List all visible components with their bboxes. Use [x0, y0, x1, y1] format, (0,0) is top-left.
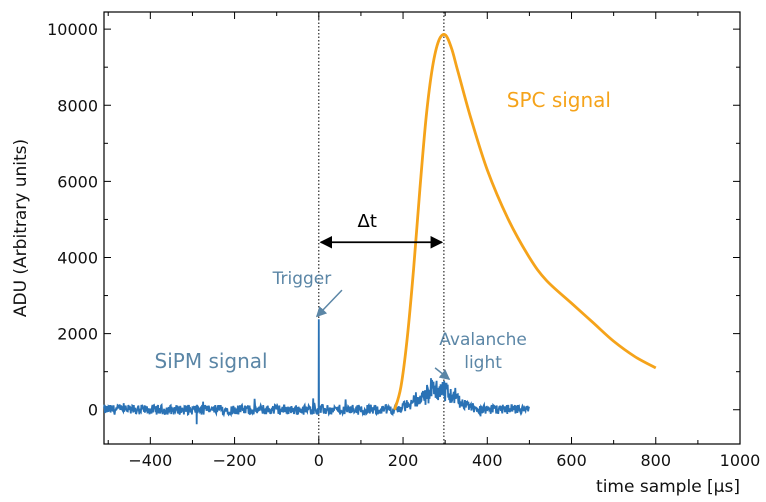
- ticks: −400 −200 0 200 400 600 800 1000020004000600080…: [47, 12, 760, 470]
- annotation-2: light: [464, 353, 502, 373]
- x-tick-label-2: 0: [314, 451, 324, 470]
- x-tick-label-4: 400: [472, 451, 503, 470]
- y-tick-label-2: 4000: [57, 248, 98, 267]
- y-tick-label-1: 2000: [57, 325, 98, 344]
- annotation-arrow-0: [315, 289, 343, 318]
- legend-label-sipm: SiPM signal: [155, 349, 268, 373]
- legend-label-spc: SPC signal: [507, 88, 611, 112]
- x-tick-label-3: 200: [388, 451, 419, 470]
- series-line-spc: [393, 33, 657, 411]
- x-tick-label-0: −400: [128, 451, 172, 470]
- x-tick-label-6: 800: [640, 451, 671, 470]
- annotations: SPC signal SiPM signal Trigger Avalanche lig…: [155, 88, 611, 380]
- x-tick-label-5: 600: [556, 451, 587, 470]
- annotation-arrow-2: [434, 367, 451, 380]
- annotation-0: Trigger: [272, 269, 332, 289]
- y-tick-label-0: 0: [88, 401, 98, 420]
- x-tick-label-1: −200: [213, 451, 257, 470]
- vertical-lines: [318, 12, 445, 444]
- annotation-1: Avalanche: [439, 330, 527, 350]
- y-tick-label-5: 10000: [47, 20, 98, 39]
- y-tick-label-4: 8000: [57, 96, 98, 115]
- series-line-sipm: [103, 319, 530, 425]
- delta-t-label: Δt: [358, 211, 377, 232]
- plot-frame: [103, 11, 741, 445]
- y-axis-label: ADU (Arbitrary units): [11, 139, 31, 317]
- y-tick-label-3: 6000: [57, 172, 98, 191]
- x-axis-label: time sample [μs]: [596, 477, 740, 497]
- x-tick-label-7: 1000: [720, 451, 761, 470]
